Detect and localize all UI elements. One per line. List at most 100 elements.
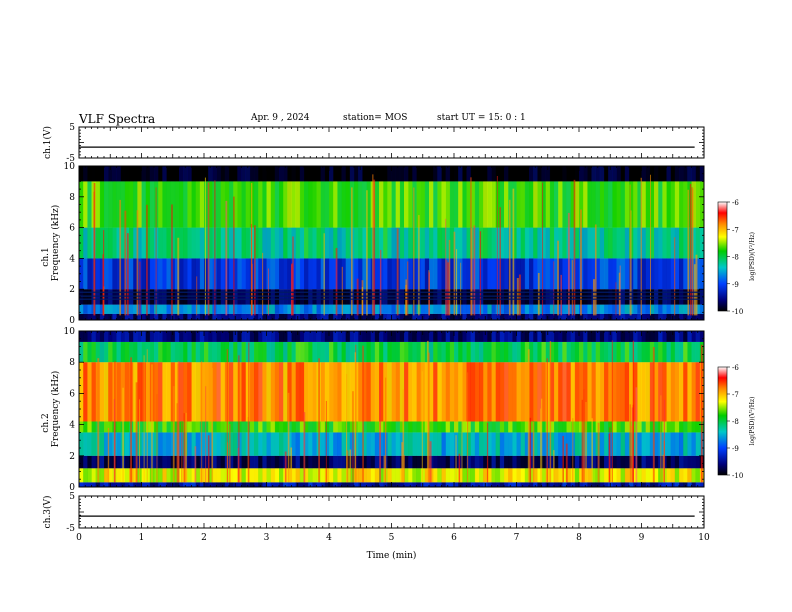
spectrogram-cell bbox=[279, 482, 284, 487]
spectrogram-cell bbox=[695, 313, 701, 320]
x-tick-label: 10 bbox=[698, 533, 710, 543]
sferic-streak bbox=[585, 401, 587, 483]
spectrogram-cell bbox=[229, 455, 234, 469]
spectrogram-cell bbox=[587, 362, 592, 422]
spectrogram-cell bbox=[108, 331, 113, 342]
spectrogram-cell bbox=[245, 227, 251, 259]
spectrogram-cell bbox=[374, 468, 380, 483]
spectrogram-cell bbox=[624, 181, 630, 228]
spectrogram-cell bbox=[520, 421, 526, 433]
spectrogram-cell bbox=[254, 289, 259, 305]
sferic-streak bbox=[107, 427, 110, 483]
spectrogram-cell bbox=[208, 362, 213, 422]
spectrogram-cell bbox=[474, 331, 480, 342]
spectrogram-cell bbox=[124, 432, 130, 456]
spectrogram-cell bbox=[562, 331, 567, 342]
sferic-streak bbox=[518, 274, 521, 316]
spectrogram-cell bbox=[237, 227, 242, 259]
spectrogram-cell bbox=[308, 362, 313, 422]
spectrogram-cell bbox=[87, 258, 92, 290]
spectrogram-cell bbox=[662, 166, 667, 182]
spectrogram-cell bbox=[104, 166, 109, 182]
spectrogram-cell bbox=[495, 289, 501, 305]
spectrogram-cell bbox=[633, 181, 638, 228]
spectrogram-cell bbox=[79, 362, 84, 422]
spectrogram-cell bbox=[220, 258, 226, 290]
sferic-streak bbox=[372, 174, 374, 316]
spectrogram-cell bbox=[191, 362, 196, 422]
spectrogram-cell bbox=[187, 258, 192, 290]
spectrogram-cell bbox=[145, 304, 151, 314]
spectrogram-cell bbox=[104, 432, 109, 456]
spectrogram-cell bbox=[379, 166, 384, 182]
spectrogram-cell bbox=[587, 331, 592, 342]
spectrogram-cell bbox=[579, 313, 584, 320]
spectrogram-cell bbox=[374, 166, 380, 182]
spectrogram-cell bbox=[229, 227, 234, 259]
spectrogram-cell bbox=[587, 304, 592, 314]
spectrogram-cell bbox=[291, 166, 296, 182]
spectrogram-cell bbox=[320, 432, 326, 456]
spectrogram-cell bbox=[595, 258, 601, 290]
spectrogram-cell bbox=[641, 341, 646, 363]
spectrogram-cell bbox=[454, 482, 459, 487]
spectrogram-cell bbox=[195, 304, 201, 314]
spectrogram-cell bbox=[141, 313, 146, 320]
spectrogram-cell bbox=[445, 421, 451, 433]
spectrogram-cell bbox=[504, 432, 509, 456]
spectrogram-cell bbox=[462, 455, 467, 469]
spectrogram-cell bbox=[674, 468, 680, 483]
spectrogram-cell bbox=[499, 331, 505, 342]
spectrogram-cell bbox=[516, 313, 521, 320]
spectrogram-cell bbox=[233, 468, 238, 483]
spectrogram-cell bbox=[183, 289, 188, 305]
spectrogram-cell bbox=[241, 432, 246, 456]
sferic-streak bbox=[447, 262, 450, 316]
spectrogram-cell bbox=[187, 289, 192, 305]
spectrogram-cell bbox=[620, 181, 626, 228]
spectrogram-cell bbox=[83, 304, 88, 314]
spectrogram-cell bbox=[620, 362, 626, 422]
sferic-streak bbox=[136, 210, 139, 316]
spectrogram-cell bbox=[429, 313, 434, 320]
spectrogram-cell bbox=[270, 421, 276, 433]
spectrogram-cell bbox=[320, 181, 326, 228]
spectrogram-cell bbox=[349, 455, 355, 469]
spectrogram-cell bbox=[295, 258, 301, 290]
spectrogram-cell bbox=[83, 362, 88, 422]
spectrogram-cell bbox=[491, 455, 496, 469]
spectrogram-cell bbox=[245, 304, 251, 314]
spectrogram-cell bbox=[366, 331, 371, 342]
spectrogram-cell bbox=[241, 455, 246, 469]
spectrogram-cell bbox=[624, 455, 630, 469]
spectrogram-cell bbox=[108, 304, 113, 314]
sferic-streak bbox=[446, 260, 448, 316]
spectrogram-cell bbox=[187, 227, 192, 259]
spectrogram-cell bbox=[441, 468, 446, 483]
spectrogram-cell bbox=[558, 455, 563, 469]
spectrogram-cell bbox=[395, 181, 401, 228]
spectrogram-cell bbox=[387, 304, 392, 314]
spectrogram-cell bbox=[629, 362, 634, 422]
spectrogram-cell bbox=[183, 362, 188, 422]
spectrogram-cell bbox=[291, 227, 296, 259]
spectrogram-cell bbox=[274, 421, 280, 433]
spectrogram-cell bbox=[179, 432, 184, 456]
spectrogram-cell bbox=[495, 166, 501, 182]
spectrogram-cell bbox=[683, 258, 688, 290]
spectrogram-cell bbox=[83, 432, 88, 456]
spectrogram-cell bbox=[262, 482, 267, 487]
spectrogram-cell bbox=[458, 331, 463, 342]
sferic-streak bbox=[571, 260, 573, 316]
spectrogram-cell bbox=[99, 258, 105, 290]
spectrogram-cell bbox=[349, 482, 355, 487]
y-tick-label: 2 bbox=[69, 285, 75, 295]
spectrogram-cell bbox=[274, 258, 280, 290]
spectrogram-cell bbox=[308, 455, 313, 469]
spectrogram-cell bbox=[362, 227, 367, 259]
spectrogram-cell bbox=[495, 304, 501, 314]
spectrogram-cell bbox=[191, 421, 196, 433]
spectrogram-cell bbox=[470, 289, 476, 305]
spectrogram-cell bbox=[620, 482, 626, 487]
spectrogram-cell bbox=[649, 331, 655, 342]
